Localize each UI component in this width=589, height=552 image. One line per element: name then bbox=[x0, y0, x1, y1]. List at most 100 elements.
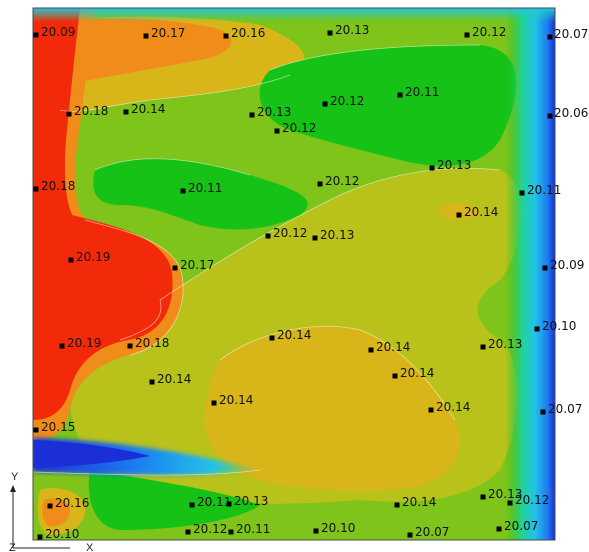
probe-value-label: 20.13 bbox=[488, 337, 522, 351]
probe-point: 20.14 bbox=[149, 372, 191, 386]
isoline bbox=[119, 299, 162, 341]
probe-marker bbox=[180, 188, 186, 194]
probe-point: 20.14 bbox=[394, 495, 436, 509]
probe-value-label: 20.12 bbox=[282, 121, 316, 135]
probe-point: 20.10 bbox=[37, 527, 79, 541]
probe-marker bbox=[33, 32, 39, 38]
probe-value-label: 20.14 bbox=[436, 400, 470, 414]
probe-marker bbox=[265, 233, 271, 239]
probe-point: 20.13 bbox=[429, 158, 471, 172]
probe-marker bbox=[274, 128, 280, 134]
probe-point: 20.06 bbox=[547, 106, 588, 120]
probe-value-label: 20.09 bbox=[550, 258, 584, 272]
probe-point: 20.13 bbox=[480, 337, 522, 351]
probe-point: 20.10 bbox=[313, 521, 355, 535]
probe-marker bbox=[534, 326, 540, 332]
band-green-bottom bbox=[88, 470, 260, 530]
probe-value-label: 20.14 bbox=[131, 102, 165, 116]
probe-point: 20.07 bbox=[540, 402, 582, 416]
probe-point: 20.17 bbox=[143, 26, 185, 40]
probe-point: 20.07 bbox=[547, 27, 588, 41]
probe-marker bbox=[312, 235, 318, 241]
probe-point: 20.14 bbox=[269, 328, 311, 342]
probe-value-label: 20.18 bbox=[41, 179, 75, 193]
probe-marker bbox=[226, 501, 232, 507]
probe-marker bbox=[392, 373, 398, 379]
probe-point: 20.12 bbox=[322, 94, 364, 108]
probe-marker bbox=[313, 528, 319, 534]
probe-value-label: 20.07 bbox=[554, 27, 588, 41]
probe-value-label: 20.12 bbox=[193, 522, 227, 536]
probe-value-label: 20.11 bbox=[197, 495, 231, 509]
probe-marker bbox=[322, 101, 328, 107]
probe-point: 20.18 bbox=[33, 179, 75, 193]
probe-marker bbox=[33, 186, 39, 192]
probe-value-label: 20.13 bbox=[488, 487, 522, 501]
probe-marker bbox=[464, 32, 470, 38]
band-gold-small bbox=[438, 203, 479, 220]
probe-value-label: 20.06 bbox=[554, 106, 588, 120]
probe-point: 20.12 bbox=[185, 522, 227, 536]
probe-value-label: 20.12 bbox=[273, 226, 307, 240]
plot-frame bbox=[32, 7, 556, 541]
probe-marker bbox=[47, 503, 53, 509]
probe-layer: 20.09 20.17 20.16 20.13 20.12 20.07 20.18 20.14… bbox=[33, 23, 588, 541]
band-green-upper bbox=[93, 158, 308, 230]
probe-marker bbox=[123, 109, 129, 115]
probe-point: 20.13 bbox=[480, 487, 522, 501]
probe-marker bbox=[37, 534, 43, 540]
probe-value-label: 20.17 bbox=[180, 258, 214, 272]
probe-marker bbox=[429, 165, 435, 171]
probe-point: 20.07 bbox=[496, 519, 538, 533]
probe-point: 20.18 bbox=[127, 336, 169, 350]
probe-point: 20.14 bbox=[368, 340, 410, 354]
probe-point: 20.10 bbox=[534, 319, 576, 333]
probe-value-label: 20.19 bbox=[67, 336, 101, 350]
isoline bbox=[33, 469, 261, 476]
y-axis-label: Y bbox=[11, 471, 19, 483]
probe-marker bbox=[507, 500, 513, 506]
probe-marker bbox=[327, 30, 333, 36]
probe-point: 20.11 bbox=[189, 495, 231, 509]
probe-marker bbox=[547, 34, 553, 40]
probe-value-label: 20.07 bbox=[504, 519, 538, 533]
probe-marker bbox=[149, 379, 155, 385]
probe-point: 20.09 bbox=[33, 25, 75, 39]
probe-value-label: 20.15 bbox=[41, 420, 75, 434]
probe-point: 20.19 bbox=[68, 250, 110, 264]
probe-marker bbox=[33, 427, 39, 433]
probe-point: 20.12 bbox=[265, 226, 307, 240]
probe-value-label: 20.07 bbox=[548, 402, 582, 416]
probe-marker bbox=[540, 409, 546, 415]
probe-value-label: 20.13 bbox=[234, 494, 268, 508]
axis-triad: Y X Z bbox=[9, 471, 94, 552]
probe-point: 20.16 bbox=[47, 496, 89, 510]
probe-value-label: 20.14 bbox=[277, 328, 311, 342]
isoline bbox=[269, 44, 481, 71]
probe-point: 20.11 bbox=[180, 181, 222, 195]
probe-value-label: 20.11 bbox=[527, 183, 561, 197]
band-green-topright bbox=[259, 45, 517, 166]
probe-marker bbox=[66, 111, 72, 117]
probe-point: 20.11 bbox=[519, 183, 561, 197]
isoline bbox=[59, 74, 291, 112]
probe-marker bbox=[428, 407, 434, 413]
probe-point: 20.12 bbox=[317, 174, 359, 188]
cold-boundaries bbox=[33, 8, 555, 540]
isoline bbox=[219, 325, 456, 421]
probe-marker bbox=[189, 502, 195, 508]
isoline bbox=[84, 219, 184, 356]
probe-value-label: 20.11 bbox=[236, 522, 270, 536]
probe-value-label: 20.14 bbox=[400, 366, 434, 380]
right-wall-gradient bbox=[505, 8, 555, 540]
probe-marker bbox=[211, 400, 217, 406]
band-orange-top bbox=[55, 18, 232, 82]
probe-point: 20.14 bbox=[392, 366, 434, 380]
probe-value-label: 20.19 bbox=[76, 250, 110, 264]
probe-point: 20.12 bbox=[464, 25, 506, 39]
probe-value-label: 20.10 bbox=[321, 521, 355, 535]
probe-point: 20.11 bbox=[397, 85, 439, 99]
probe-marker bbox=[547, 113, 553, 119]
probe-value-label: 20.14 bbox=[464, 205, 498, 219]
